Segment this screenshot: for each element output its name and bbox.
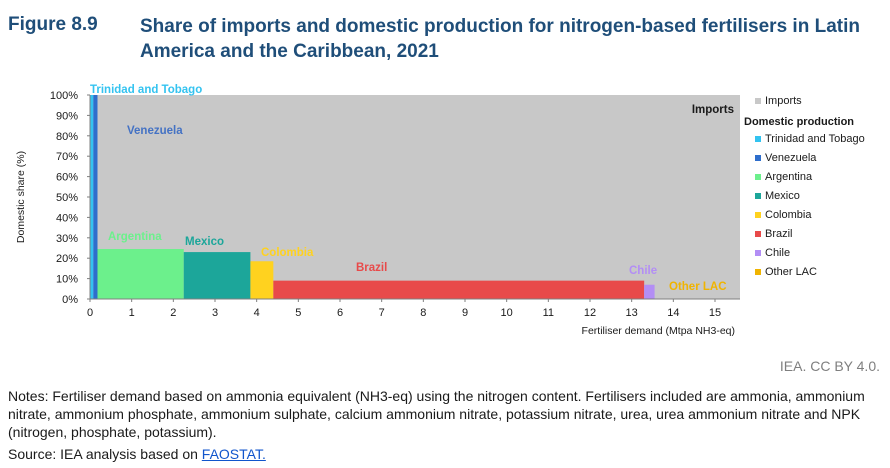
bar-trinidad-and-tobago: [90, 95, 94, 299]
legend-label-other-lac: Other LAC: [765, 266, 817, 278]
series-label-trinidad-and-tobago: Trinidad and Tobago: [90, 84, 202, 96]
y-tick-label: 20%: [56, 253, 78, 265]
chart: 0%10%20%30%40%50%60%70%80%90%100%0 1 2 3 4 5 6…: [15, 84, 865, 337]
y-tick-label: 100%: [50, 90, 78, 102]
x-tick-label: 6: [337, 307, 343, 319]
credit-text: IEA. CC BY 4.0.: [779, 358, 880, 374]
legend-swatch-chile: [755, 250, 761, 256]
bar-colombia: [250, 261, 274, 299]
series-label-mexico: Mexico: [185, 236, 224, 248]
plot-area: [90, 95, 740, 299]
x-tick-label: 4: [254, 307, 260, 319]
series-label-brazil: Brazil: [356, 262, 387, 274]
y-tick-label: 90%: [56, 110, 78, 122]
source-text: Source: IEA analysis based on FAOSTAT.: [8, 446, 266, 462]
legend-label-imports: Imports: [765, 95, 802, 107]
x-tick-label: 7: [379, 307, 385, 319]
x-tick-label: 12: [584, 307, 596, 319]
bar-chile: [644, 284, 655, 299]
legend-label-colombia: Colombia: [765, 209, 812, 221]
x-tick-label: 9: [462, 307, 468, 319]
x-tick-label: 11: [543, 307, 554, 319]
series-label-argentina: Argentina: [108, 231, 162, 243]
x-tick-label: 2: [170, 307, 176, 319]
x-tick-label: 3: [212, 307, 218, 319]
legend-swatch-trinidad-and-tobago: [755, 136, 761, 142]
figure-label: Figure 8.9: [8, 14, 98, 35]
y-axis-title: Domestic share (%): [15, 151, 27, 243]
figure-title: Share of imports and domestic production…: [140, 16, 860, 62]
y-tick-label: 70%: [56, 151, 78, 163]
legend-label-venezuela: Venezuela: [765, 152, 817, 164]
imports-label: Imports: [692, 104, 734, 116]
notes-text: Notes: Fertiliser demand based on ammoni…: [8, 388, 865, 440]
x-tick-label: 0: [87, 307, 93, 319]
x-tick-label: 5: [295, 307, 301, 319]
series-label-venezuela: Venezuela: [127, 125, 183, 137]
y-tick-label: 30%: [56, 233, 78, 245]
x-tick-label: 1: [129, 307, 135, 319]
source-prefix: Source: IEA analysis based on: [8, 446, 202, 462]
y-tick-label: 50%: [56, 192, 78, 204]
legend-swatch-argentina: [755, 174, 761, 180]
x-tick-label: 13: [626, 307, 638, 319]
legend-heading: Domestic production: [744, 116, 854, 128]
x-tick-label: 8: [420, 307, 426, 319]
bar-argentina: [97, 249, 184, 299]
legend-label-mexico: Mexico: [765, 190, 800, 202]
y-tick-label: 10%: [56, 274, 78, 286]
y-tick-label: 40%: [56, 212, 78, 224]
legend-label-argentina: Argentina: [765, 171, 813, 183]
y-tick-label: 80%: [56, 131, 78, 143]
series-labels: Trinidad and Tobago Venezuela Argentina Mex…: [90, 84, 734, 293]
legend-swatch-colombia: [755, 212, 761, 218]
x-tick-label: 14: [667, 307, 679, 319]
axes: 0%10%20%30%40%50%60%70%80%90%100%0 1 2 3 4 5 6…: [15, 90, 740, 337]
series-label-chile: Chile: [629, 265, 657, 277]
series-label-colombia: Colombia: [261, 247, 314, 259]
bar-mexico: [183, 252, 251, 299]
x-tick-label: 15: [709, 307, 721, 319]
legend-swatch-imports: [755, 98, 761, 104]
x-tick-label: 10: [501, 307, 513, 319]
legend-swatch-brazil: [755, 231, 761, 237]
legend: Imports Domestic production Trinidad and T…: [744, 95, 865, 278]
legend-label-chile: Chile: [765, 247, 790, 259]
bar-venezuela: [93, 95, 98, 299]
legend-swatch-venezuela: [755, 155, 761, 161]
legend-label-trinidad-and-tobago: Trinidad and Tobago: [765, 133, 865, 145]
bar-brazil: [273, 280, 645, 299]
y-tick-label: 0%: [62, 294, 78, 306]
legend-swatch-other-lac: [755, 269, 761, 275]
x-axis-title: Fertiliser demand (Mtpa NH3-eq): [582, 325, 735, 337]
series-label-other-lac: Other LAC: [669, 281, 727, 293]
faostat-link[interactable]: FAOSTAT.: [201, 446, 266, 462]
legend-label-brazil: Brazil: [765, 228, 793, 240]
legend-swatch-mexico: [755, 193, 761, 199]
y-tick-label: 60%: [56, 172, 78, 184]
